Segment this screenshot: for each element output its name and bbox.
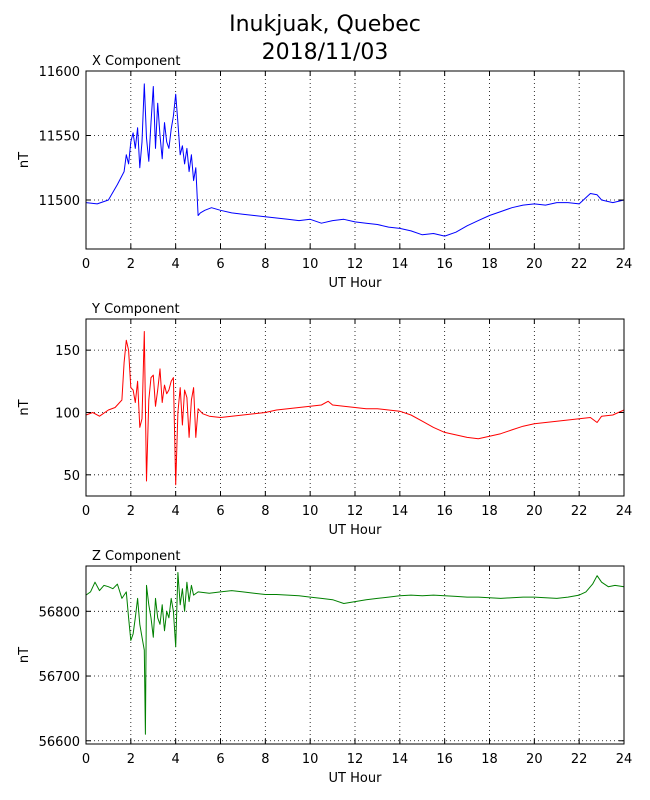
y-axis-label: nT xyxy=(17,152,32,168)
x-tick-label: 14 xyxy=(392,752,409,767)
y-tick-label: 150 xyxy=(55,344,80,359)
y-tick-label: 11500 xyxy=(39,194,80,209)
series-line xyxy=(85,331,625,486)
x-tick-label: 10 xyxy=(302,257,319,272)
x-axis-label: UT Hour xyxy=(329,276,383,291)
y-tick-label: 56800 xyxy=(39,605,80,620)
y-axis-label: nT xyxy=(17,399,32,415)
x-tick-label: 4 xyxy=(172,504,180,519)
y-tick-label: 50 xyxy=(63,469,80,484)
x-tick-label: 24 xyxy=(616,257,633,272)
x-tick-label: 16 xyxy=(436,504,453,519)
x-tick-label: 20 xyxy=(526,752,543,767)
x-axis-label: UT Hour xyxy=(329,771,383,786)
series-line xyxy=(85,572,625,735)
x-tick-label: 12 xyxy=(347,752,364,767)
x-tick-label: 6 xyxy=(216,752,224,767)
y-tick-label: 56700 xyxy=(39,670,80,685)
y-axis-label: nT xyxy=(17,647,32,663)
x-tick-label: 10 xyxy=(302,752,319,767)
x-tick-label: 2 xyxy=(127,504,135,519)
x-tick-label: 22 xyxy=(571,504,588,519)
x-tick-label: 0 xyxy=(82,752,90,767)
x-tick-label: 16 xyxy=(436,257,453,272)
series-line xyxy=(85,83,625,237)
x-tick-label: 16 xyxy=(436,752,453,767)
x-tick-label: 4 xyxy=(172,752,180,767)
chart-title-line2: 2018/11/03 xyxy=(261,40,389,65)
x-tick-label: 18 xyxy=(481,257,498,272)
panel-title: X Component xyxy=(92,54,181,69)
y-tick-label: 11600 xyxy=(39,65,80,80)
x-tick-label: 0 xyxy=(82,504,90,519)
x-tick-label: 24 xyxy=(616,504,633,519)
x-tick-label: 6 xyxy=(216,257,224,272)
x-tick-label: 20 xyxy=(526,504,543,519)
y-tick-label: 11550 xyxy=(39,129,80,144)
x-tick-label: 18 xyxy=(481,752,498,767)
x-tick-label: 22 xyxy=(571,752,588,767)
x-tick-label: 2 xyxy=(127,257,135,272)
x-tick-label: 8 xyxy=(261,257,269,272)
x-tick-label: 14 xyxy=(392,504,409,519)
x-tick-label: 14 xyxy=(392,257,409,272)
x-tick-label: 20 xyxy=(526,257,543,272)
chart-title-line1: Inukjuak, Quebec xyxy=(229,12,421,37)
x-tick-label: 6 xyxy=(216,504,224,519)
x-tick-label: 24 xyxy=(616,752,633,767)
panel-title: Z Component xyxy=(92,549,181,564)
x-axis-label: UT Hour xyxy=(329,523,383,538)
x-tick-label: 12 xyxy=(347,257,364,272)
x-tick-label: 8 xyxy=(261,504,269,519)
x-tick-label: 4 xyxy=(172,257,180,272)
x-tick-label: 8 xyxy=(261,752,269,767)
x-tick-label: 0 xyxy=(82,257,90,272)
x-tick-label: 18 xyxy=(481,504,498,519)
panel-title: Y Component xyxy=(91,302,180,317)
x-tick-label: 12 xyxy=(347,504,364,519)
y-tick-label: 56600 xyxy=(39,735,80,750)
y-tick-label: 100 xyxy=(55,406,80,421)
x-tick-label: 2 xyxy=(127,752,135,767)
x-tick-label: 22 xyxy=(571,257,588,272)
x-tick-label: 10 xyxy=(302,504,319,519)
